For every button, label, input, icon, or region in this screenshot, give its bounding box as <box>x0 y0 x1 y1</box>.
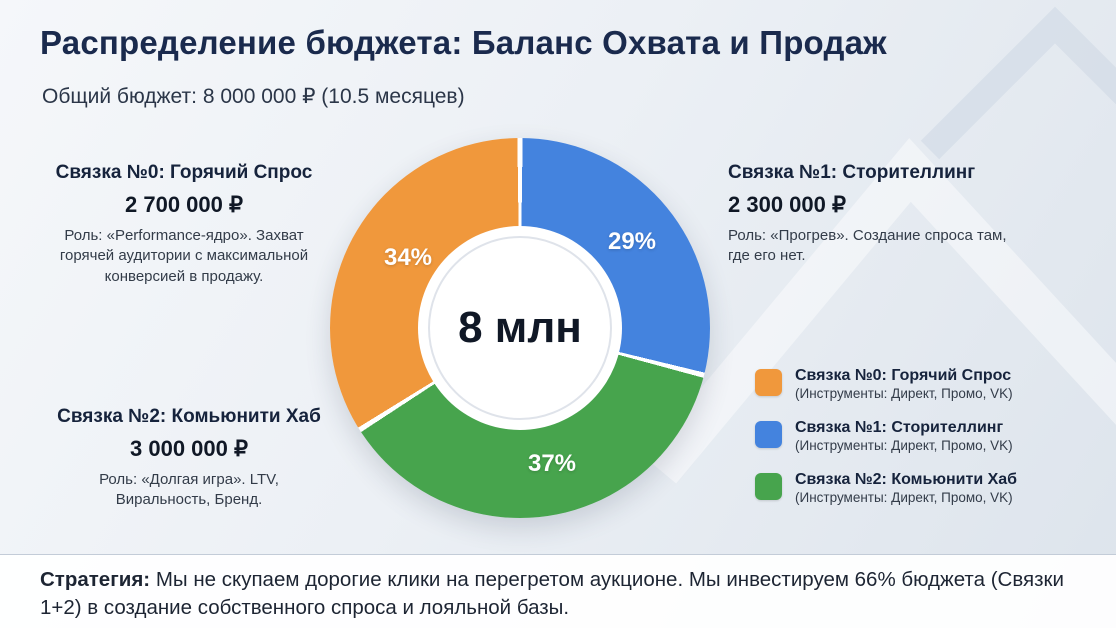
legend-item-storytelling: Связка №1: Сторителлинг (Инструменты: Ди… <box>755 418 1017 455</box>
strategy-label: Стратегия: <box>40 568 151 591</box>
legend-swatch-blue <box>755 420 782 448</box>
annotation-community-hub: Связка №2: Комьюнити Хаб 3 000 000 ₽ Рол… <box>28 406 350 511</box>
legend-item-community-hub: Связка №2: Комьюнити Хаб (Инструменты: Д… <box>755 470 1017 507</box>
chart-legend: Связка №0: Горячий Спрос (Инструменты: Д… <box>755 366 1017 507</box>
annotation-title: Связка №1: Сторителлинг <box>728 162 976 183</box>
annotation-title: Связка №2: Комьюнити Хаб <box>57 406 321 427</box>
annotation-description: Роль: «Долгая игра». LTV, Виральность, Б… <box>99 471 279 509</box>
percent-label-hot-demand: 34% <box>383 244 433 271</box>
annotation-description: Роль: «Performance-ядро». Захват горячей… <box>59 227 309 285</box>
annotation-hot-demand: Связка №0: Горячий Спрос 2 700 000 ₽ Рол… <box>28 162 340 287</box>
percent-label-community: 37% <box>527 450 577 477</box>
annotation-title: Связка №0: Горячий Спрос <box>55 162 313 183</box>
budget-donut-chart: 8 млн 29% 37% 34% <box>330 138 710 518</box>
legend-sublabel: (Инструменты: Директ, Промо, VK) <box>795 386 1013 401</box>
annotation-description: Роль: «Прогрев». Создание спроса там, гд… <box>728 227 1007 265</box>
annotation-amount: 3 000 000 ₽ <box>130 436 248 461</box>
legend-item-hot-demand: Связка №0: Горячий Спрос (Инструменты: Д… <box>755 366 1017 403</box>
total-budget-subtitle: Общий бюджет: 8 000 000 ₽ (10.5 месяцев) <box>42 85 465 108</box>
legend-swatch-green <box>755 472 782 500</box>
donut-inner-ring <box>428 236 612 420</box>
annotation-amount: 2 700 000 ₽ <box>125 192 243 217</box>
donut-center-label: 8 млн <box>458 303 582 352</box>
annotation-storytelling: Связка №1: Сторителлинг 2 300 000 ₽ Роль… <box>728 162 1028 267</box>
percent-label-storytelling: 29% <box>607 228 657 255</box>
legend-label: Связка №2: Комьюнити Хаб <box>795 470 1018 488</box>
annotation-amount: 2 300 000 ₽ <box>728 192 846 217</box>
page-title: Распределение бюджета: Баланс Охвата и П… <box>40 24 887 61</box>
legend-label: Связка №1: Сторителлинг <box>795 418 1004 436</box>
strategy-text: Мы не скупаем дорогие клики на перегрето… <box>40 568 1064 620</box>
legend-sublabel: (Инструменты: Директ, Промо, VK) <box>795 489 1013 505</box>
legend-sublabel: (Инструменты: Директ, Промо, VK) <box>795 437 1013 453</box>
strategy-footer: Стратегия: Мы не скупаем дорогие клики н… <box>0 554 1116 628</box>
legend-swatch-orange <box>755 369 782 396</box>
legend-label: Связка №0: Горячий Спрос <box>795 367 1012 384</box>
